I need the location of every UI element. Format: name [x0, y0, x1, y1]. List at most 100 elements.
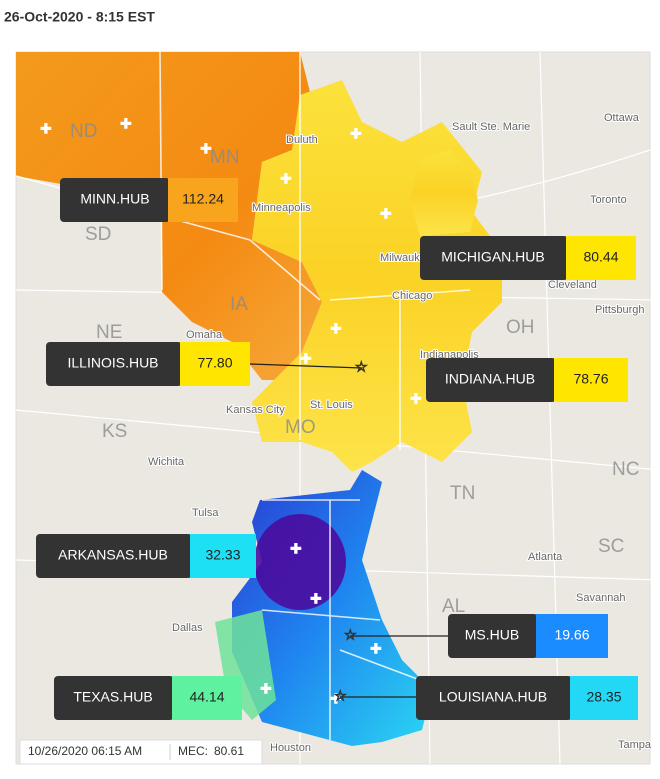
- hub-label[interactable]: ARKANSAS.HUB 32.33: [36, 534, 256, 578]
- mec-value: 80.61: [214, 744, 244, 758]
- hub-label[interactable]: MINN.HUB 112.24: [60, 178, 238, 222]
- plus-markers: ✚ ✚ ✚ ✚ ✚ ✚ ✚ ✚ ✚ ✚ ✚ ✚ ✚ ✚: [40, 116, 422, 707]
- hub-name: ARKANSAS.HUB: [58, 547, 168, 563]
- state-label: NE: [96, 322, 122, 343]
- svg-text:✚: ✚: [300, 351, 312, 367]
- page-title: 26-Oct-2020 - 8:15 EST: [4, 9, 155, 25]
- hub-name-box: [448, 614, 538, 658]
- city-label: Dallas: [172, 622, 203, 634]
- hub-name: MINN.HUB: [80, 191, 149, 207]
- hub-value: 80.44: [583, 249, 618, 265]
- hub-name-box: [426, 358, 556, 402]
- city-label: Tulsa: [192, 507, 219, 519]
- hub-name: TEXAS.HUB: [73, 689, 152, 705]
- hub-name: INDIANA.HUB: [445, 371, 535, 387]
- hub-name: LOUISIANA.HUB: [439, 689, 547, 705]
- hub-value: 28.35: [586, 689, 621, 705]
- hub-stars: ☆ ☆ ☆: [334, 358, 369, 704]
- city-label: Toronto: [590, 194, 627, 206]
- svg-text:✚: ✚: [330, 691, 342, 707]
- hub-name-box: [54, 676, 174, 720]
- price-region-michigan: [410, 150, 478, 236]
- hub-label[interactable]: LOUISIANA.HUB 28.35: [416, 676, 638, 720]
- hub-label[interactable]: TEXAS.HUB 44.14: [54, 676, 242, 720]
- svg-text:✚: ✚: [120, 116, 132, 132]
- state-label: AL: [442, 596, 465, 617]
- svg-text:✚: ✚: [280, 171, 292, 187]
- svg-text:✚: ✚: [330, 321, 342, 337]
- hub-name-box: [36, 534, 192, 578]
- state-label: KS: [102, 421, 127, 442]
- status-box: [19, 739, 263, 765]
- svg-text:✚: ✚: [410, 391, 422, 407]
- hub-name: MICHIGAN.HUB: [441, 249, 544, 265]
- hub-label[interactable]: MS.HUB 19.66: [448, 614, 608, 658]
- hub-value-box: [566, 236, 636, 280]
- hub-label[interactable]: INDIANA.HUB 78.76: [426, 358, 628, 402]
- svg-text:✚: ✚: [380, 206, 392, 222]
- hub-value-box: [554, 358, 628, 402]
- hub-name-box: [420, 236, 568, 280]
- hub-name: MS.HUB: [465, 627, 519, 643]
- svg-text:☆: ☆: [355, 359, 368, 375]
- state-label: TN: [450, 483, 475, 504]
- city-label: Minneapolis: [252, 202, 311, 214]
- city-label: Chicago: [392, 290, 432, 302]
- state-label: MN: [210, 147, 240, 168]
- state-label: MO: [285, 417, 316, 438]
- hub-value: 32.33: [205, 547, 240, 563]
- state-label: SD: [85, 224, 111, 245]
- hub-value: 44.14: [189, 689, 224, 705]
- hub-value-box: [172, 676, 242, 720]
- connectors: [249, 363, 448, 698]
- hub-value: 19.66: [554, 627, 589, 643]
- city-label: Houston: [270, 742, 311, 754]
- svg-text:✚: ✚: [290, 541, 302, 557]
- city-label: Sault Ste. Marie: [452, 121, 530, 133]
- city-label: Omaha: [186, 329, 223, 341]
- city-label: Ottawa: [604, 112, 640, 124]
- svg-text:☆: ☆: [334, 688, 347, 704]
- svg-text:✚: ✚: [350, 126, 362, 142]
- city-label: Duluth: [286, 134, 318, 146]
- hub-name-box: [60, 178, 170, 222]
- hub-name-box: [416, 676, 572, 720]
- status-bar: 10/26/2020 06:15 AM MEC: 80.61: [19, 739, 263, 765]
- city-label: St. Louis: [310, 399, 353, 411]
- city-label: Tampa: [618, 739, 652, 751]
- city-label: Savannah: [576, 592, 626, 604]
- state-label: NC: [612, 459, 639, 480]
- hub-value-box: [168, 178, 238, 222]
- city-label: Kansas City: [226, 404, 285, 416]
- hub-value: 77.80: [197, 355, 232, 371]
- city-label: Pittsburgh: [595, 304, 645, 316]
- hub-value-box: [570, 676, 638, 720]
- state-label: IA: [230, 294, 248, 315]
- hub-labels: MINN.HUB 112.24 MICHIGAN.HUB 80.44 ILLINOI…: [36, 178, 638, 720]
- svg-text:✚: ✚: [40, 121, 52, 137]
- hub-value-box: [536, 614, 608, 658]
- hub-name: ILLINOIS.HUB: [67, 355, 158, 371]
- hub-label[interactable]: MICHIGAN.HUB 80.44: [420, 236, 636, 280]
- state-label: ND: [70, 121, 97, 142]
- city-label: Milwaukee: [380, 252, 432, 264]
- hub-value: 112.24: [182, 191, 224, 207]
- mec-label: MEC:: [178, 744, 208, 758]
- hub-label[interactable]: ILLINOIS.HUB 77.80: [46, 342, 250, 386]
- price-low-area: [254, 514, 346, 610]
- svg-text:✚: ✚: [200, 141, 212, 157]
- hub-value: 78.76: [573, 371, 608, 387]
- svg-text:✚: ✚: [370, 641, 382, 657]
- city-label: Wichita: [148, 456, 185, 468]
- hub-value-box: [180, 342, 250, 386]
- svg-text:✚: ✚: [260, 681, 272, 697]
- svg-text:☆: ☆: [344, 627, 357, 643]
- state-label: OH: [506, 317, 535, 338]
- state-label: SC: [598, 536, 624, 557]
- city-label: Atlanta: [528, 551, 563, 563]
- timestamp: 10/26/2020 06:15 AM: [28, 744, 142, 758]
- place-labels: ND MN SD IA NE KS MO OH TN NC SC AL Otta…: [70, 111, 653, 755]
- hub-value-box: [190, 534, 256, 578]
